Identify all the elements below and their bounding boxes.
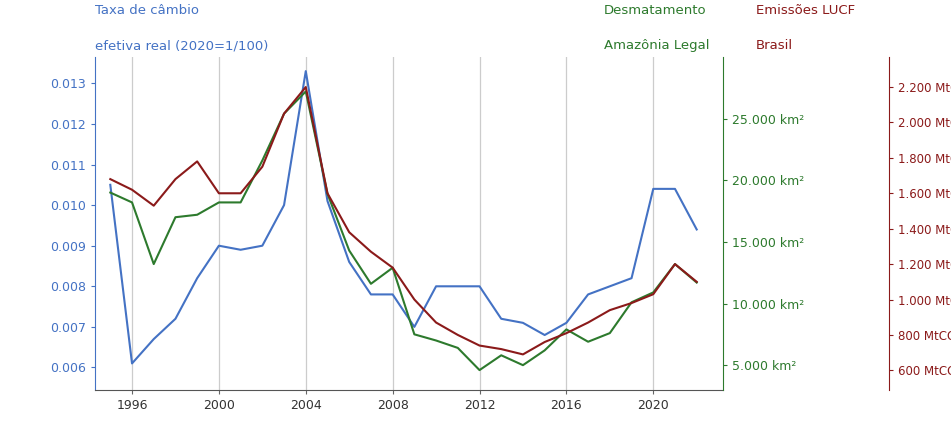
Text: Desmatamento: Desmatamento [604, 4, 707, 18]
Text: Amazônia Legal: Amazônia Legal [604, 39, 709, 53]
Text: Taxa de câmbio: Taxa de câmbio [95, 4, 199, 18]
Text: efetiva real (2020=1/100): efetiva real (2020=1/100) [95, 39, 268, 53]
Text: Brasil: Brasil [756, 39, 793, 53]
Text: Emissões LUCF: Emissões LUCF [756, 4, 855, 18]
